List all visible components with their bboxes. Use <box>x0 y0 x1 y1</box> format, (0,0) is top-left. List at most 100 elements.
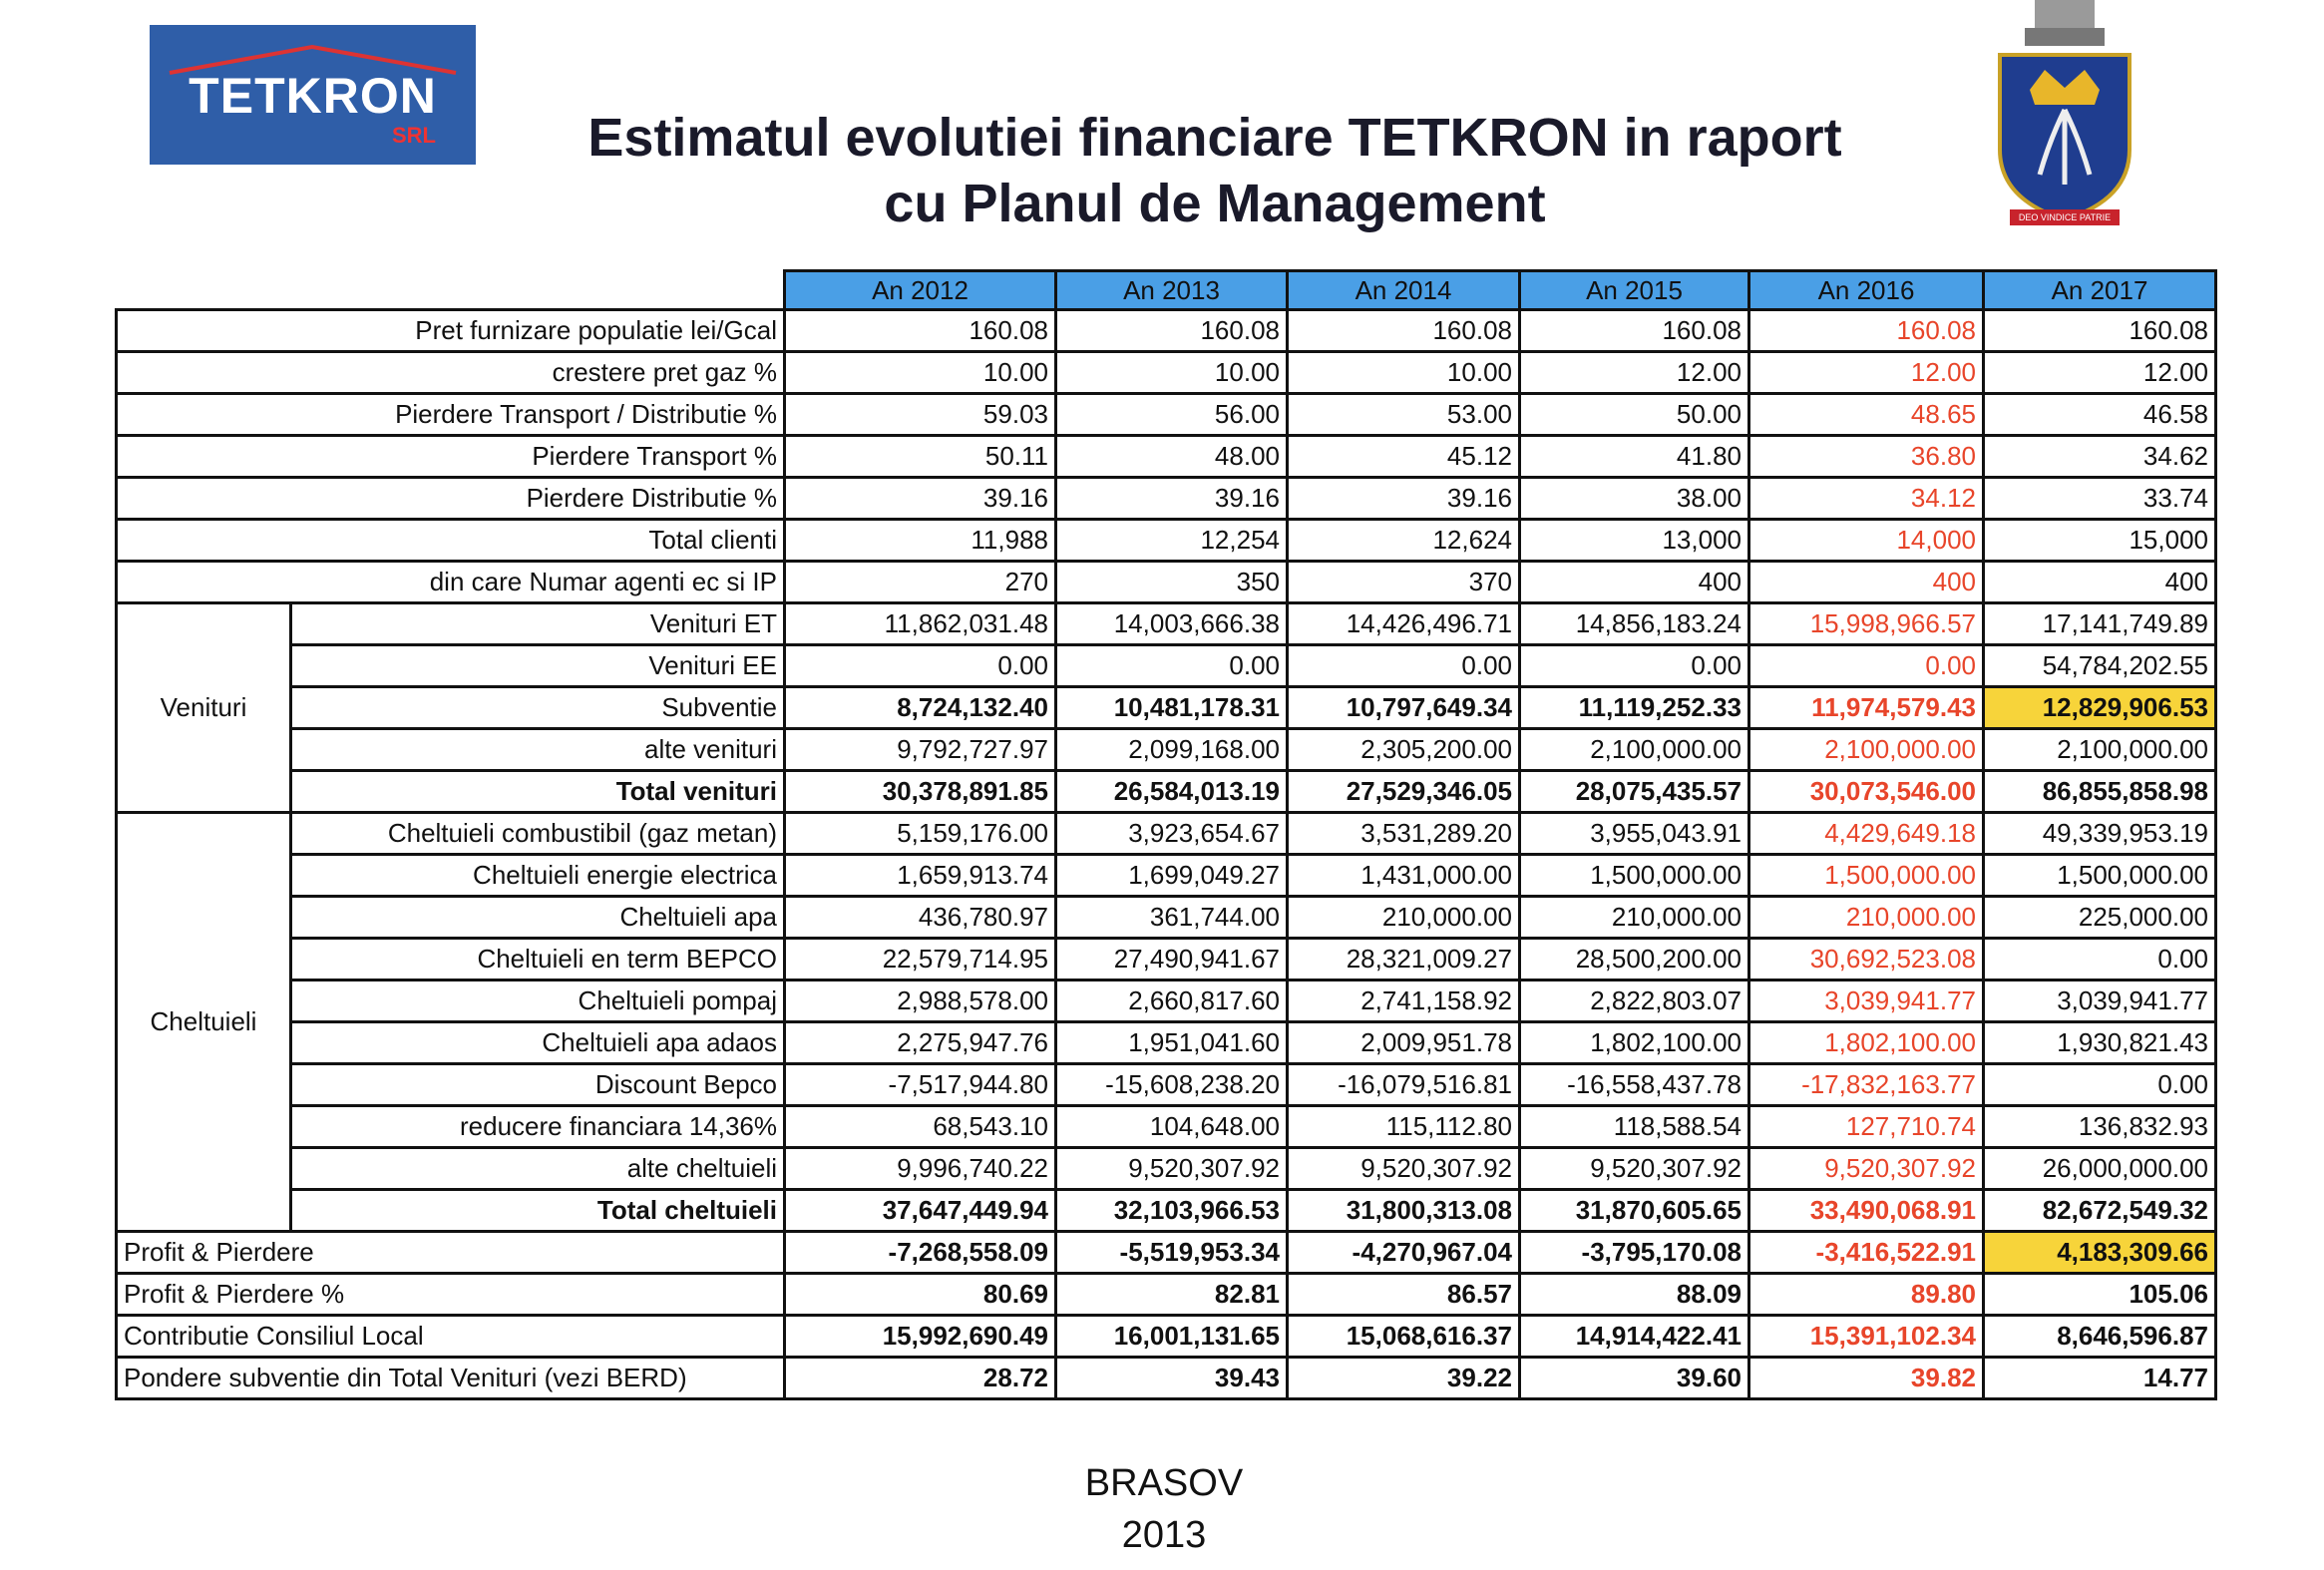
table-row: Total cheltuieli 37,647,449.94 32,103,966.… <box>117 1188 2217 1233</box>
value-cell: 225,000.00 <box>1982 895 2217 940</box>
group-label: Cheltuieli <box>115 811 292 1233</box>
value-cell: 30,692,523.08 <box>1747 937 1985 981</box>
value-cell: 30,378,891.85 <box>783 769 1057 814</box>
value-cell: 13,000 <box>1518 518 1750 563</box>
value-cell: 4,429,649.18 <box>1747 811 1985 856</box>
value-cell: 50.11 <box>783 434 1057 479</box>
value-cell: 39.16 <box>1054 476 1289 521</box>
table-row: Subventie 8,724,132.40 10,481,178.31 10,797… <box>117 685 2217 730</box>
value-cell: 39.82 <box>1747 1356 1985 1400</box>
value-cell: 28,075,435.57 <box>1518 769 1750 814</box>
table-row: Profit & Pierdere % 80.69 82.81 86.57 88.09 8… <box>115 1272 2217 1317</box>
row-label: Profit & Pierdere % <box>115 1272 786 1317</box>
table-row: Total clienti 11,988 12,254 12,624 13,000 14,… <box>115 518 2217 563</box>
value-cell: 82.81 <box>1054 1272 1289 1317</box>
value-cell: 1,500,000.00 <box>1747 853 1985 898</box>
value-cell: 350 <box>1054 560 1289 604</box>
table-row: Pierdere Transport % 50.11 48.00 45.12 41.80… <box>115 434 2217 479</box>
value-cell: 12.00 <box>1518 350 1750 395</box>
value-cell: 10,797,649.34 <box>1286 685 1521 730</box>
logo-suffix: SRL <box>392 123 436 148</box>
value-cell: 210,000.00 <box>1518 895 1750 940</box>
row-label: Cheltuieli apa <box>289 895 786 940</box>
value-cell: 0.00 <box>1747 643 1985 688</box>
table-row: Pierdere Transport / Distributie % 59.03 5… <box>115 392 2217 437</box>
value-cell: 8,724,132.40 <box>783 685 1057 730</box>
value-cell: 41.80 <box>1518 434 1750 479</box>
value-cell: 15,992,690.49 <box>783 1314 1057 1359</box>
value-cell: 1,699,049.27 <box>1054 853 1289 898</box>
value-cell: 9,792,727.97 <box>783 727 1057 772</box>
table-row: Venituri Venituri ET 11,862,031.48 14,003,6… <box>115 601 2217 814</box>
value-cell: 39.16 <box>783 476 1057 521</box>
value-cell: 37,647,449.94 <box>783 1188 1057 1233</box>
table-row: Cheltuieli energie electrica 1,659,913.74… <box>117 853 2217 898</box>
value-cell: 10.00 <box>1054 350 1289 395</box>
value-cell: 9,520,307.92 <box>1518 1146 1750 1191</box>
value-cell: 400 <box>1982 560 2217 604</box>
column-header: An 2012 <box>783 269 1057 311</box>
value-cell: 31,800,313.08 <box>1286 1188 1521 1233</box>
value-cell: 14,856,183.24 <box>1518 601 1750 646</box>
value-cell: 12,624 <box>1286 518 1521 563</box>
value-cell: 160.08 <box>1982 308 2217 353</box>
financial-table: An 2012 An 2013 An 2014 An 2015 An 2016 An 20… <box>115 269 2217 1400</box>
table-row: Discount Bepco -7,517,944.80 -15,608,238.2… <box>117 1062 2217 1107</box>
value-cell: 0.00 <box>1286 643 1521 688</box>
value-cell: 9,520,307.92 <box>1747 1146 1985 1191</box>
row-label: Discount Bepco <box>289 1062 786 1107</box>
table-row: Pret furnizare populatie lei/Gcal 160.08 1… <box>115 308 2217 353</box>
value-cell: 11,988 <box>783 518 1057 563</box>
value-cell: -16,079,516.81 <box>1286 1062 1521 1107</box>
value-cell: 15,391,102.34 <box>1747 1314 1985 1359</box>
value-cell: 1,431,000.00 <box>1286 853 1521 898</box>
row-label: din care Numar agenti ec si IP <box>115 560 786 604</box>
value-cell: 33,490,068.91 <box>1747 1188 1985 1233</box>
table-row: reducere financiara 14,36% 68,543.10 104,6… <box>117 1104 2217 1149</box>
value-cell: 400 <box>1518 560 1750 604</box>
value-cell: 3,039,941.77 <box>1747 979 1985 1023</box>
column-header: An 2013 <box>1054 269 1289 311</box>
column-header: An 2014 <box>1286 269 1521 311</box>
value-cell: 2,099,168.00 <box>1054 727 1289 772</box>
value-cell: 4,183,309.66 <box>1982 1230 2217 1275</box>
value-cell: 54,784,202.55 <box>1982 643 2217 688</box>
value-cell: 9,520,307.92 <box>1054 1146 1289 1191</box>
value-cell: 2,100,000.00 <box>1982 727 2217 772</box>
title-line: Estimatul evolutiei financiare TETKRON i… <box>587 108 1842 168</box>
column-header: An 2015 <box>1518 269 1750 311</box>
value-cell: 28,500,200.00 <box>1518 937 1750 981</box>
value-cell: 11,862,031.48 <box>783 601 1057 646</box>
value-cell: 12.00 <box>1982 350 2217 395</box>
row-label: Pierdere Transport % <box>115 434 786 479</box>
table-row: crestere pret gaz % 10.00 10.00 10.00 12.00 1… <box>115 350 2217 395</box>
value-cell: 28.72 <box>783 1356 1057 1400</box>
value-cell: 361,744.00 <box>1054 895 1289 940</box>
value-cell: 160.08 <box>1518 308 1750 353</box>
value-cell: 26,000,000.00 <box>1982 1146 2217 1191</box>
footer-year: 2013 <box>1121 1514 1207 1556</box>
value-cell: 34.62 <box>1982 434 2217 479</box>
value-cell: 160.08 <box>1054 308 1289 353</box>
value-cell: 14,426,496.71 <box>1286 601 1521 646</box>
value-cell: 160.08 <box>1747 308 1985 353</box>
value-cell: 3,531,289.20 <box>1286 811 1521 856</box>
value-cell: 2,100,000.00 <box>1747 727 1985 772</box>
header-row: An 2012 An 2013 An 2014 An 2015 An 2016 An 20… <box>116 269 2217 311</box>
value-cell: 14.77 <box>1982 1356 2217 1400</box>
value-cell: 12,254 <box>1054 518 1289 563</box>
value-cell: 104,648.00 <box>1054 1104 1289 1149</box>
value-cell: 0.00 <box>783 643 1057 688</box>
table-row: Profit & Pierdere -7,268,558.09 -5,519,953… <box>115 1230 2217 1275</box>
logo-roof <box>169 44 457 75</box>
row-label: Cheltuieli apa adaos <box>289 1020 786 1065</box>
value-cell: -15,608,238.20 <box>1054 1062 1289 1107</box>
value-cell: 27,529,346.05 <box>1286 769 1521 814</box>
value-cell: 30,073,546.00 <box>1747 769 1985 814</box>
crest-motto: DEO VINDICE PATRIE <box>2019 212 2111 222</box>
value-cell: 86,855,858.98 <box>1982 769 2217 814</box>
table-row: Venituri EE 0.00 0.00 0.00 0.00 0.00 54,784,20… <box>117 643 2217 688</box>
value-cell: 2,100,000.00 <box>1518 727 1750 772</box>
value-cell: -5,519,953.34 <box>1054 1230 1289 1275</box>
